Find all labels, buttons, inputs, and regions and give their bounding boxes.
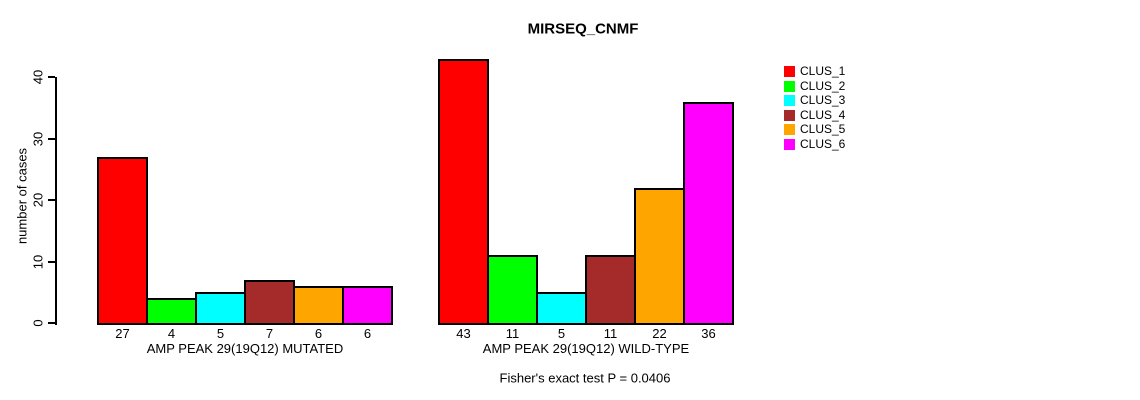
panel-1-xlabel: AMP PEAK 29(19Q12) WILD-TYPE [482,341,690,356]
legend-swatch-clus_2 [784,80,795,92]
bar-clus_6 [342,286,393,325]
y-tick-label: 20 [30,192,46,208]
bar-value-label: 43 [456,326,471,341]
legend-item: CLUS_2 [784,78,846,93]
bar-value-label: 36 [701,326,716,341]
legend-label: CLUS_1 [800,64,846,78]
bar-value-label: 6 [314,326,323,341]
bar-clus_5 [293,286,344,325]
legend-swatch-clus_5 [784,124,795,135]
bar-value-label: 7 [265,326,274,341]
bar-value-label: 11 [505,326,520,341]
bar-value-label: 4 [167,326,176,341]
bar-value-label: 11 [603,326,618,341]
bar-clus_4 [244,280,295,325]
y-tick-label: 30 [30,131,46,146]
chart-title: MIRSEQ_CNMF [527,20,639,38]
y-tick [48,260,55,263]
legend-label: CLUS_6 [800,136,846,151]
bar-clus_6 [683,102,734,325]
bar-value-label: 22 [652,326,667,341]
bar-value-label: 5 [557,326,566,341]
legend-item: CLUS_6 [784,136,846,151]
bar-value-label: 6 [363,326,372,341]
legend-label: CLUS_4 [800,107,846,122]
legend-label: CLUS_3 [800,93,846,107]
y-tick [48,322,55,324]
bar-clus_5 [634,188,685,325]
panel-0-xlabel: AMP PEAK 29(19Q12) MUTATED [146,341,344,356]
y-axis-title: number of cases [14,147,30,245]
bar-clus_2 [487,255,538,325]
bar-clus_3 [195,292,246,325]
y-axis-line [55,77,57,325]
legend-item: CLUS_3 [784,93,846,107]
bar-clus_4 [585,255,636,325]
bar-clus_1 [97,157,148,325]
y-tick [48,199,55,202]
y-tick-label: 0 [30,319,46,327]
legend-swatch-clus_3 [784,95,795,106]
legend-swatch-clus_4 [784,109,795,121]
y-tick-label: 10 [30,254,46,269]
legend-label: CLUS_5 [800,122,846,136]
legend-label: CLUS_2 [800,78,846,93]
y-tick [48,137,55,140]
bar-clus_2 [146,298,197,325]
y-tick-label: 40 [30,70,46,85]
bar-clus_3 [536,292,587,325]
legend-item: CLUS_4 [784,107,846,122]
y-tick [48,76,55,79]
bar-value-label: 5 [216,326,225,341]
fisher-test-annotation: Fisher's exact test P = 0.0406 [499,370,671,386]
legend-item: CLUS_1 [784,64,846,78]
legend-swatch-clus_1 [784,66,795,77]
legend-item: CLUS_5 [784,122,846,136]
bar-clus_1 [438,59,489,325]
legend-swatch-clus_6 [784,138,795,150]
bar-value-label: 27 [115,326,130,341]
